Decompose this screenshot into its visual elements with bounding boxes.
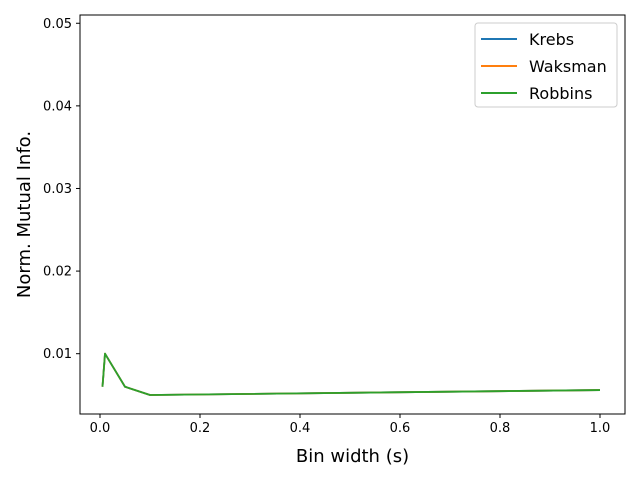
y-axis-ticks: 0.01 0.02 0.03 0.04 0.05 [43,17,80,362]
series-line-krebs [101,352,601,396]
x-tick-label: 0.6 [390,421,411,436]
y-tick-label: 0.03 [43,182,72,197]
y-tick-label: 0.04 [43,99,72,114]
plot-lines [101,352,601,396]
x-axis-ticks: 0.0 0.2 0.4 0.6 0.8 1.0 [90,414,611,436]
legend: Krebs Waksman Robbins [474,22,618,108]
series-line-waksman [101,352,601,396]
legend-label-krebs: Krebs [529,30,574,49]
legend-label-waksman: Waksman [529,57,607,76]
y-tick-label: 0.05 [43,17,72,32]
legend-label-robbins: Robbins [529,84,592,103]
y-tick-label: 0.01 [43,347,72,362]
plot-frame [79,14,626,415]
y-axis-label: Norm. Mutual Info. [14,131,35,298]
x-tick-label: 0.4 [290,421,311,436]
x-tick-label: 0.8 [490,421,511,436]
legend-box [474,22,618,108]
y-tick-label: 0.02 [43,265,72,280]
x-tick-label: 0.0 [90,421,111,436]
x-axis-label: Bin width (s) [296,446,409,467]
x-tick-label: 0.2 [190,421,211,436]
series-line-robbins [101,352,601,396]
x-tick-label: 1.0 [590,421,611,436]
